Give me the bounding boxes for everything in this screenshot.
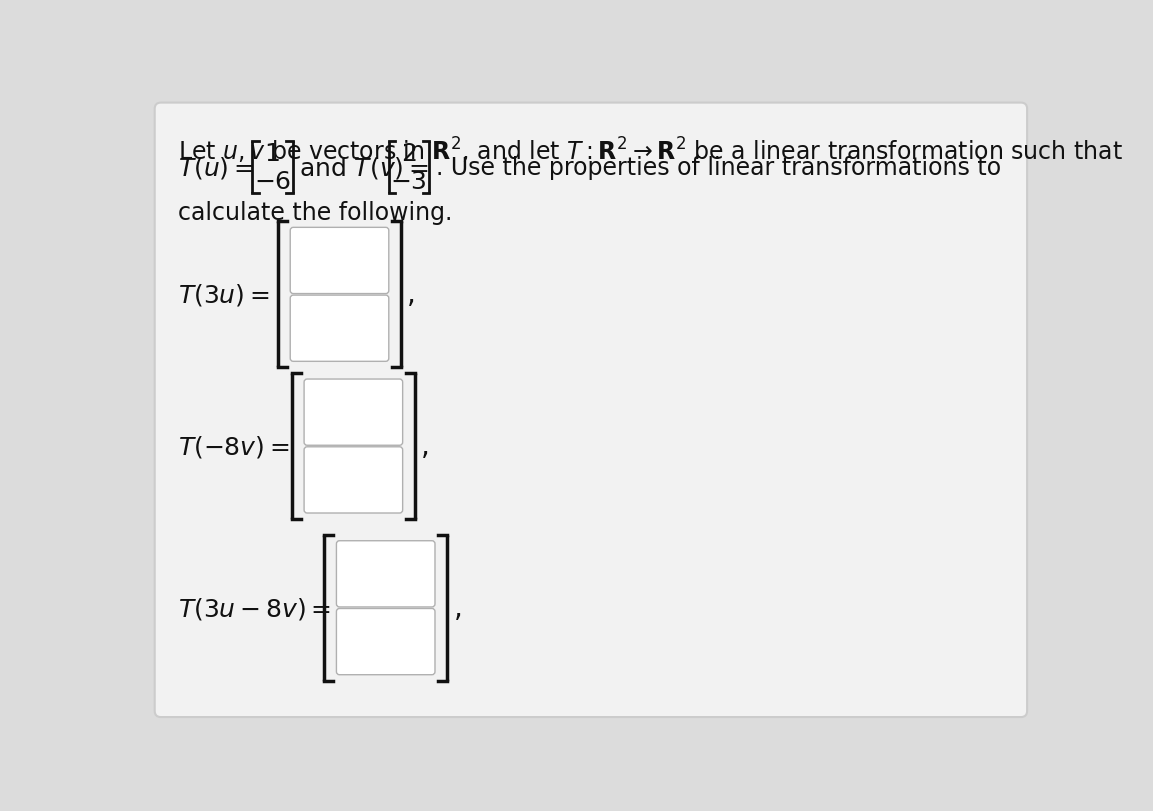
Text: $-3$: $-3$ (391, 170, 428, 194)
FancyBboxPatch shape (337, 609, 435, 675)
Text: ,: , (421, 432, 430, 461)
Text: $-6$: $-6$ (254, 170, 292, 194)
Text: calculate the following.: calculate the following. (178, 200, 452, 225)
Text: Let $u, v$ be vectors in $\mathbf{R}^2$, and let $T : \mathbf{R}^2 \rightarrow \: Let $u, v$ be vectors in $\mathbf{R}^2$,… (178, 135, 1123, 166)
FancyBboxPatch shape (291, 228, 389, 294)
FancyBboxPatch shape (304, 380, 402, 446)
Text: ,: , (407, 281, 416, 309)
FancyBboxPatch shape (155, 104, 1027, 717)
Text: and $T(v) = $: and $T(v) = $ (300, 155, 429, 181)
Text: 2: 2 (401, 142, 416, 166)
Text: ,: , (453, 594, 462, 622)
FancyBboxPatch shape (337, 541, 435, 607)
Text: $T(3u - 8v) = $: $T(3u - 8v) = $ (178, 595, 331, 621)
Text: . Use the properties of linear transformations to: . Use the properties of linear transform… (436, 156, 1001, 180)
Text: $T(u) = $: $T(u) = $ (178, 155, 254, 181)
Text: $T(3u) = $: $T(3u) = $ (178, 282, 270, 308)
Text: 1: 1 (264, 142, 280, 166)
Text: $T(-8v) = $: $T(-8v) = $ (178, 434, 289, 460)
FancyBboxPatch shape (291, 296, 389, 362)
FancyBboxPatch shape (304, 447, 402, 513)
